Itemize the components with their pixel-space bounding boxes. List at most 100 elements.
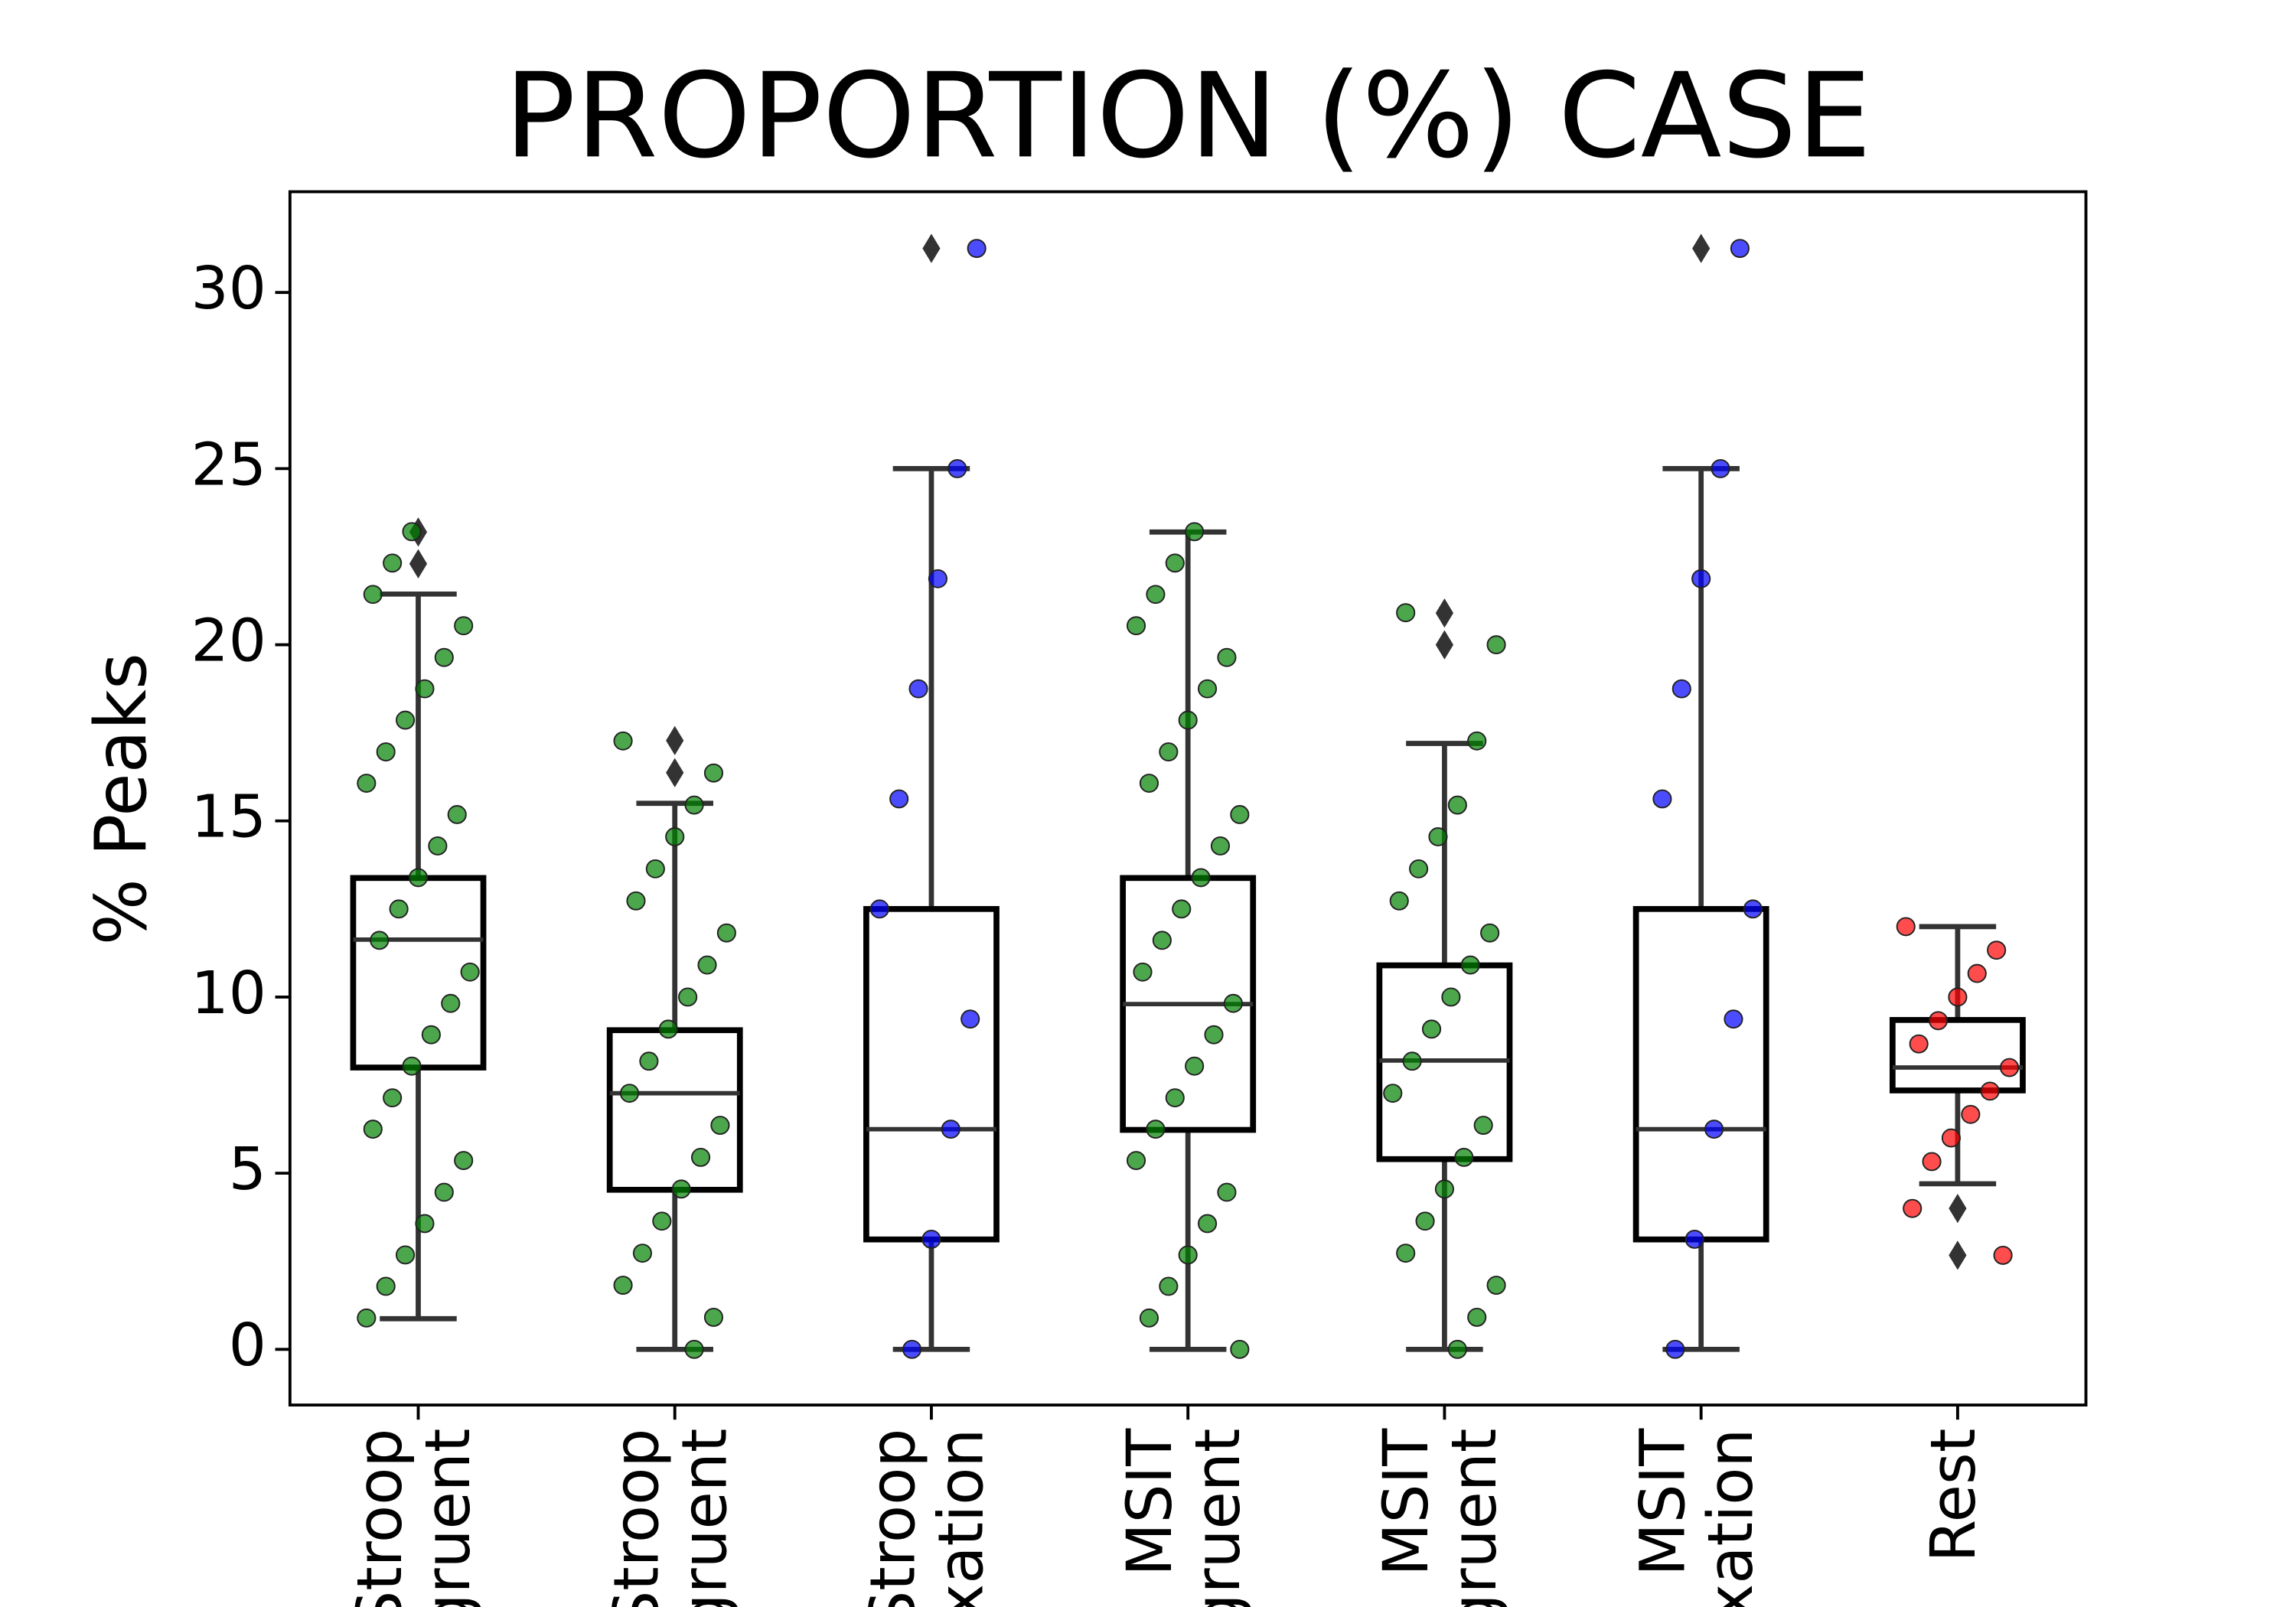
point: [639, 1051, 659, 1071]
point: [632, 1244, 652, 1263]
point: [1230, 1339, 1250, 1359]
point: [1409, 859, 1429, 878]
point: [1197, 1214, 1218, 1234]
point: [376, 1276, 396, 1296]
point: [1204, 1025, 1224, 1045]
point: [357, 774, 377, 793]
point: [1172, 899, 1192, 919]
point: [1191, 868, 1211, 888]
point: [1467, 1308, 1487, 1327]
point: [1480, 923, 1500, 943]
point: [1743, 899, 1763, 919]
point: [1454, 1147, 1474, 1167]
x-tick-label: StroopIncongruent: [601, 1429, 741, 1607]
point: [1460, 955, 1480, 975]
point: [1415, 1211, 1435, 1231]
point: [967, 239, 987, 259]
point: [1993, 1245, 2013, 1265]
point: [454, 1151, 474, 1170]
point: [1961, 1104, 1981, 1124]
point: [1139, 774, 1159, 793]
box: [1632, 906, 1769, 1243]
box: [606, 1027, 743, 1193]
point: [383, 1088, 403, 1108]
y-tick-label: 15: [191, 784, 266, 852]
point: [1402, 1051, 1422, 1071]
box: [863, 906, 1000, 1243]
point: [1896, 917, 1916, 937]
point: [1447, 795, 1467, 815]
point: [1987, 940, 2007, 960]
point: [684, 1339, 704, 1359]
point: [370, 931, 390, 950]
point: [960, 1009, 980, 1029]
point: [383, 553, 403, 573]
point: [1980, 1081, 2000, 1101]
point: [703, 763, 724, 783]
point: [1165, 1088, 1185, 1108]
point: [428, 836, 448, 856]
point: [1434, 1179, 1454, 1199]
point: [613, 1276, 633, 1295]
point: [1704, 1120, 1724, 1139]
point: [690, 1147, 711, 1167]
point: [1486, 1276, 1506, 1295]
point: [441, 993, 461, 1013]
point: [716, 923, 736, 943]
point: [1152, 931, 1172, 950]
y-tick-label: 5: [229, 1136, 266, 1204]
point: [671, 1179, 691, 1199]
point: [1428, 827, 1448, 846]
point: [1730, 239, 1750, 259]
point: [357, 1308, 377, 1328]
point: [1421, 1019, 1442, 1039]
point: [1396, 603, 1416, 623]
point: [1223, 993, 1243, 1013]
point: [1126, 616, 1146, 636]
point: [415, 679, 435, 699]
point: [1159, 742, 1179, 761]
point: [1724, 1009, 1743, 1029]
y-axis-label: % Peaks: [79, 653, 162, 945]
point: [889, 789, 909, 809]
x-tick-label: StroopFixation: [857, 1429, 997, 1607]
point: [1396, 1244, 1416, 1263]
point: [1126, 1151, 1146, 1170]
point: [1210, 836, 1231, 856]
point: [402, 522, 422, 542]
point: [619, 1084, 640, 1103]
x-tick-label: Rest: [1918, 1429, 1991, 1563]
point: [454, 616, 474, 636]
point: [678, 987, 698, 1007]
point: [1217, 647, 1237, 667]
point: [421, 1025, 441, 1045]
point: [460, 962, 480, 982]
point: [1185, 1056, 1205, 1076]
point: [1909, 1034, 1929, 1054]
point: [1217, 1182, 1237, 1202]
point: [908, 679, 928, 699]
point: [1486, 635, 1506, 655]
point: [1684, 1230, 1704, 1249]
point: [1652, 789, 1672, 809]
point: [1903, 1198, 1923, 1218]
point: [1922, 1152, 1942, 1172]
point: [1159, 1276, 1179, 1296]
point: [363, 1120, 383, 1139]
point: [415, 1214, 435, 1234]
chart-title: PROPORTION (%) CASE: [504, 48, 1871, 184]
point: [408, 868, 429, 888]
point: [928, 569, 947, 588]
point: [684, 795, 704, 815]
point: [1999, 1058, 2020, 1077]
point: [1441, 987, 1461, 1007]
box: [1889, 1017, 2026, 1094]
point: [665, 827, 685, 846]
point: [434, 1182, 454, 1202]
point: [396, 1245, 416, 1265]
y-tick-label: 0: [229, 1312, 266, 1380]
point: [1146, 585, 1166, 605]
